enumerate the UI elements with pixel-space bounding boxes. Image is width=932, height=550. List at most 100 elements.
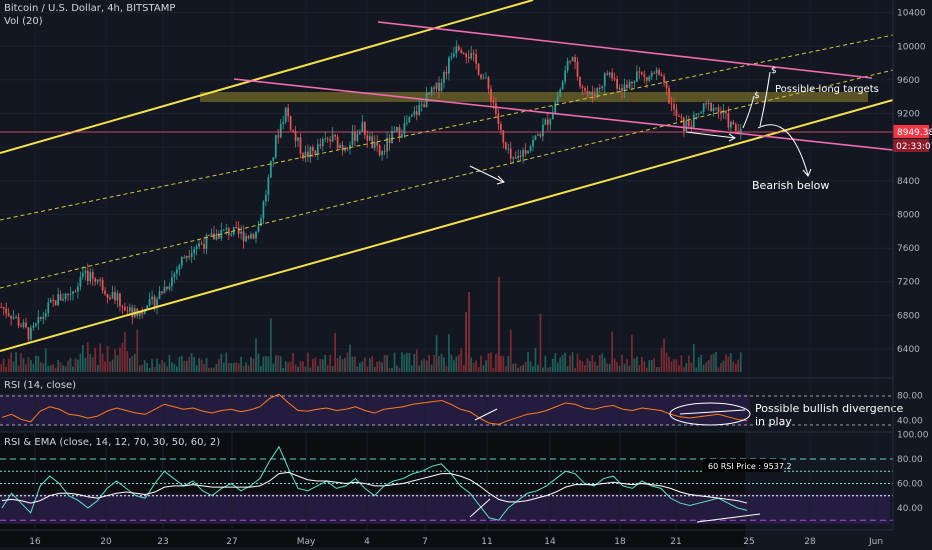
volume-bar	[660, 347, 663, 372]
candle-body	[546, 119, 549, 125]
candle-body	[559, 89, 562, 97]
candle-body	[616, 79, 618, 89]
volume-bar	[326, 365, 329, 372]
volume-bar	[245, 362, 247, 372]
volume-bar	[20, 353, 22, 372]
volume-bar	[111, 359, 114, 372]
volume-bar	[591, 355, 594, 372]
volume-bar	[86, 342, 89, 372]
price-tick-label: 8400	[897, 177, 920, 187]
candle-body	[396, 127, 398, 132]
volume-bar	[218, 358, 220, 372]
volume-bar	[554, 353, 557, 372]
volume-bar	[556, 362, 559, 372]
volume-bar	[623, 363, 626, 372]
volume-bar	[710, 354, 712, 372]
bullish-divergence-line-2: in play	[755, 415, 792, 428]
candle-body	[566, 60, 569, 71]
rsi-tick-label: 80.00	[897, 391, 923, 401]
x-tick-label: 27	[226, 537, 237, 547]
candle-body	[386, 138, 388, 152]
rsi-band-fill	[0, 394, 750, 426]
candle-body	[0, 306, 3, 308]
volume-bar	[561, 354, 564, 372]
candle-body	[517, 155, 520, 159]
candle-body	[242, 231, 245, 242]
candle-body	[499, 123, 502, 131]
candle-body	[49, 299, 52, 303]
volume-bar	[618, 365, 621, 372]
candle-body	[72, 291, 74, 294]
volume-bar	[91, 357, 94, 372]
volume-bar	[195, 365, 198, 372]
trendlines	[0, 0, 894, 352]
candle-body	[603, 73, 606, 87]
volume-bar	[279, 356, 282, 372]
candle-body	[455, 46, 458, 54]
volume-bar	[720, 363, 722, 372]
candle-body	[257, 225, 260, 232]
candle-body	[297, 137, 299, 141]
candle-body	[596, 87, 599, 97]
candle-body	[39, 316, 42, 319]
volume-bar	[30, 360, 32, 372]
candle-body	[218, 234, 220, 239]
long-target-arrow-2	[759, 71, 771, 127]
mid-channel-line	[0, 34, 894, 221]
candle-body	[532, 139, 534, 147]
bullish-divergence-line-1: Possible bullish divergence	[755, 402, 904, 415]
rsi-ema-pane-background	[0, 432, 745, 547]
candle-body	[700, 112, 703, 114]
volume-bar	[34, 355, 37, 372]
volume-bar	[361, 361, 364, 372]
price-tick-label: 9600	[897, 76, 920, 86]
candle-body	[467, 56, 470, 59]
volume-bar	[418, 365, 421, 372]
volume-bar	[514, 363, 517, 372]
x-tick-label: 28	[804, 537, 816, 547]
volume-spike	[468, 292, 470, 372]
candle-body	[121, 306, 124, 308]
volume-bar	[27, 357, 30, 372]
volume-bar	[148, 367, 151, 372]
candle-body	[81, 272, 84, 277]
volume-bar	[57, 360, 59, 372]
volume-bar	[611, 331, 614, 372]
volume-bar	[331, 366, 334, 372]
candle-body	[564, 70, 567, 82]
volume-bar	[405, 352, 408, 372]
candle-body	[554, 102, 557, 113]
candle-body	[279, 124, 282, 138]
candle-body	[20, 325, 22, 327]
volume-bar	[156, 358, 158, 372]
volume-bar	[393, 352, 396, 372]
candle-body	[158, 291, 161, 299]
candle-body	[267, 177, 270, 195]
candlesticks	[0, 40, 742, 343]
candle-body	[430, 87, 433, 95]
candle-body	[408, 116, 411, 123]
volume-bar	[104, 361, 106, 372]
volume-bar	[302, 361, 304, 372]
volume-bar	[121, 343, 124, 372]
volume-bar	[450, 354, 453, 372]
volume-bar	[180, 355, 183, 372]
volume-bar	[502, 356, 505, 372]
candle-body	[331, 134, 334, 142]
volume-bar	[146, 363, 149, 372]
price-tick-label: 6400	[897, 345, 920, 355]
candle-body	[146, 305, 149, 310]
volume-bar	[655, 366, 658, 372]
volume-bar	[262, 356, 265, 372]
candle-body	[208, 235, 210, 237]
candle-body	[104, 290, 106, 295]
rsi-ema-tick-label: 80.00	[897, 455, 923, 465]
candle-body	[519, 155, 522, 157]
candle-body	[101, 279, 104, 291]
candle-body	[292, 129, 294, 132]
volume-bar	[260, 366, 262, 372]
candle-body	[67, 293, 69, 296]
candle-body	[438, 82, 440, 92]
candle-body	[373, 141, 376, 148]
candle-body	[413, 111, 416, 115]
